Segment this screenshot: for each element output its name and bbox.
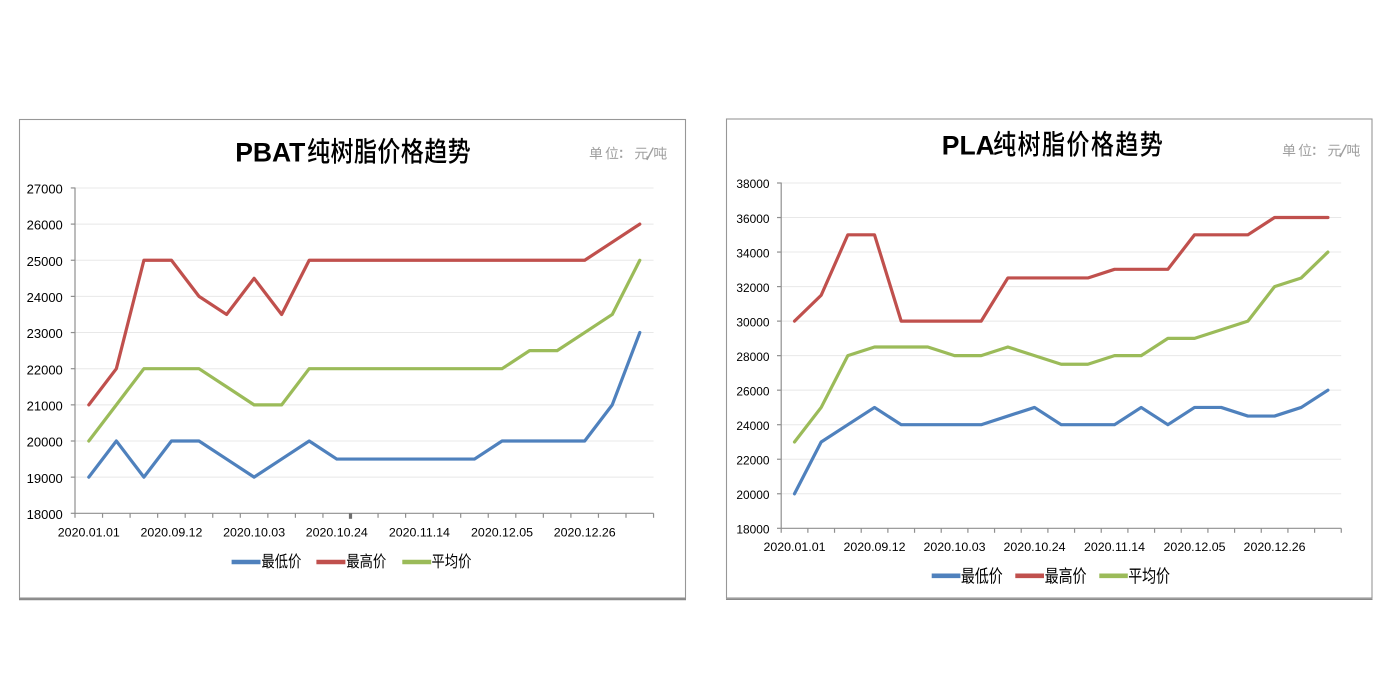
svg-text:2020.01.01: 2020.01.01: [58, 525, 120, 539]
svg-text:2020.10.24: 2020.10.24: [306, 525, 368, 539]
svg-text:28000: 28000: [736, 350, 769, 364]
svg-text:25000: 25000: [27, 254, 63, 269]
svg-text:2020.09.12: 2020.09.12: [844, 540, 906, 554]
svg-text:2020.09.12: 2020.09.12: [140, 525, 202, 539]
svg-text:2020.10.03: 2020.10.03: [223, 525, 285, 539]
svg-text:36000: 36000: [736, 212, 769, 226]
svg-text:19000: 19000: [27, 471, 63, 486]
svg-text:18000: 18000: [736, 523, 769, 537]
svg-text:18000: 18000: [27, 507, 63, 522]
svg-text:38000: 38000: [736, 177, 769, 191]
svg-text:2020.10.03: 2020.10.03: [924, 540, 986, 554]
svg-text:2020.11.14: 2020.11.14: [389, 525, 450, 539]
svg-text:30000: 30000: [736, 315, 769, 329]
svg-text:20000: 20000: [27, 435, 63, 450]
svg-text:23000: 23000: [27, 326, 63, 341]
svg-text:26000: 26000: [27, 218, 63, 233]
svg-text:20000: 20000: [736, 488, 769, 502]
svg-text:22000: 22000: [736, 453, 769, 467]
svg-text:PBAT: PBAT: [235, 137, 305, 167]
svg-text:2020.12.05: 2020.12.05: [471, 525, 533, 539]
svg-text:2020.01.01: 2020.01.01: [763, 540, 825, 554]
svg-text:24000: 24000: [736, 419, 769, 433]
svg-text:32000: 32000: [736, 281, 769, 295]
svg-text:27000: 27000: [27, 182, 63, 197]
svg-text:2020.12.26: 2020.12.26: [554, 525, 616, 539]
svg-text:34000: 34000: [736, 246, 769, 260]
svg-text:2020.10.24: 2020.10.24: [1004, 540, 1066, 554]
svg-text:PLA: PLA: [942, 130, 995, 160]
svg-text:22000: 22000: [27, 362, 63, 377]
svg-text:2020.12.26: 2020.12.26: [1244, 540, 1306, 554]
svg-text:26000: 26000: [736, 384, 769, 398]
svg-text:24000: 24000: [27, 290, 63, 305]
svg-text:2020.12.05: 2020.12.05: [1164, 540, 1226, 554]
svg-text:2020.11.14: 2020.11.14: [1084, 540, 1145, 554]
svg-text:21000: 21000: [27, 398, 63, 413]
